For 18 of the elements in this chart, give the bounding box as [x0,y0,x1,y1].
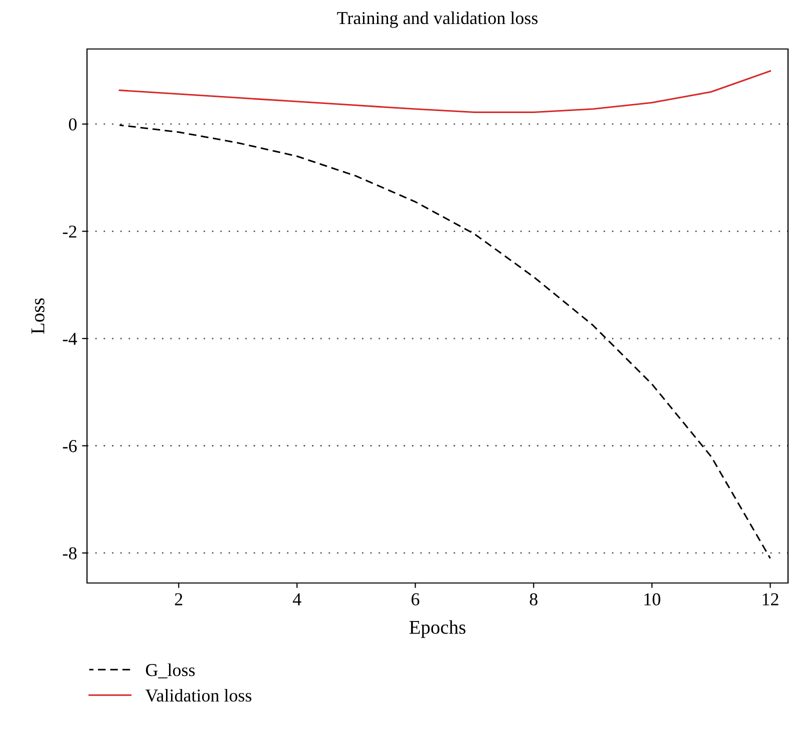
legend-label: Validation loss [145,688,252,702]
x-tick-label: 4 [292,593,302,606]
legend-label: G_loss [146,663,195,678]
x-tick-label: 8 [530,593,538,606]
x-tick-label: 10 [644,593,660,606]
y-tick-label: -2 [62,226,76,238]
line-series [118,70,772,114]
x-axis-title: Epochs [409,620,466,638]
x-tick-label: 2 [174,593,182,606]
y-tick-label: -8 [62,547,77,560]
y-tick-label: 0 [68,118,77,130]
x-tick-label: 6 [412,593,420,606]
y-tick-label: -4 [62,332,77,345]
x-tick-label: 12 [762,593,778,606]
chart-title: Training and validation loss [337,11,538,28]
line-series [118,124,772,560]
y-tick-label: -6 [62,440,77,452]
y-axis-title: Loss [31,298,44,334]
